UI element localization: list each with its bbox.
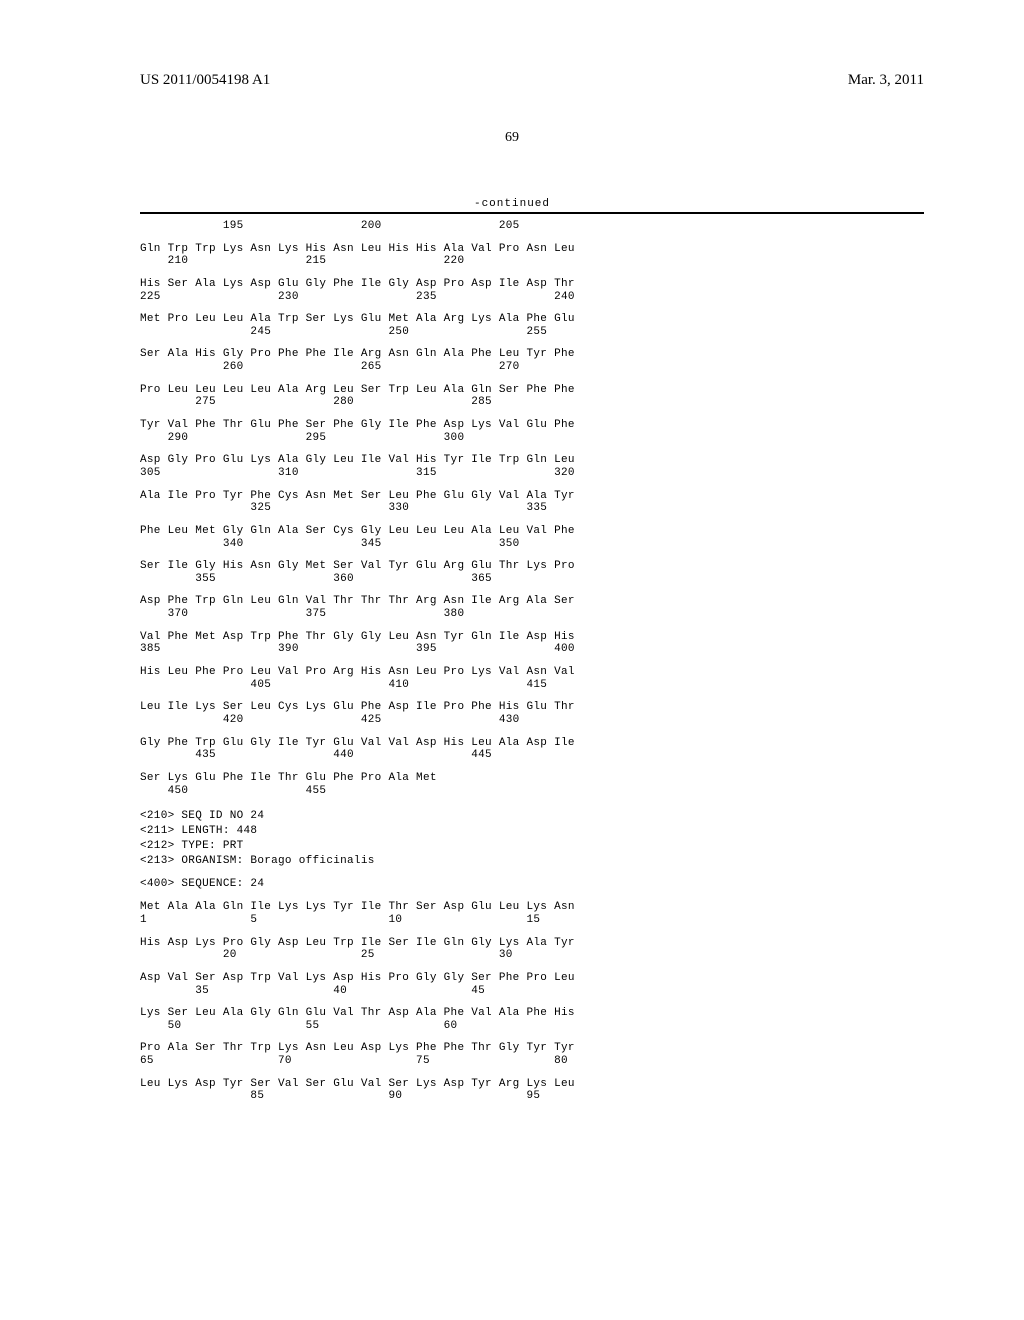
- amino-acid-line: Pro Leu Leu Leu Leu Ala Arg Leu Ser Trp …: [140, 384, 575, 397]
- position-number-line: 20 25 30: [140, 949, 575, 962]
- sequence-header-line: <400> SEQUENCE: 24: [140, 877, 575, 892]
- amino-acid-line: Ser Ala His Gly Pro Phe Phe Ile Arg Asn …: [140, 348, 575, 361]
- amino-acid-line: His Leu Phe Pro Leu Val Pro Arg His Asn …: [140, 666, 575, 679]
- position-number-line: 65 70 75 80: [140, 1055, 575, 1068]
- position-number-line: 85 90 95: [140, 1090, 575, 1103]
- sequence-metadata: <210> SEQ ID NO 24<211> LENGTH: 448<212>…: [140, 809, 575, 868]
- position-number-line: 370 375 380: [140, 608, 575, 621]
- amino-acid-line: Met Ala Ala Gln Ile Lys Lys Tyr Ile Thr …: [140, 901, 575, 914]
- amino-acid-line: Gln Trp Trp Lys Asn Lys His Asn Leu His …: [140, 243, 575, 256]
- metadata-line: <211> LENGTH: 448: [140, 824, 575, 839]
- amino-acid-line: Met Pro Leu Leu Ala Trp Ser Lys Glu Met …: [140, 313, 575, 326]
- position-number-line: 325 330 335: [140, 502, 575, 515]
- position-number-line: 275 280 285: [140, 396, 575, 409]
- position-number-line: 405 410 415: [140, 679, 575, 692]
- amino-acid-line: Tyr Val Phe Thr Glu Phe Ser Phe Gly Ile …: [140, 419, 575, 432]
- position-number-line: 35 40 45: [140, 985, 575, 998]
- page-number: 69: [0, 130, 1024, 146]
- position-number-line: 50 55 60: [140, 1020, 575, 1033]
- position-number-line: 290 295 300: [140, 432, 575, 445]
- position-number-line: 210 215 220: [140, 255, 575, 268]
- metadata-line: <213> ORGANISM: Borago officinalis: [140, 854, 575, 869]
- position-number-line: 225 230 235 240: [140, 291, 575, 304]
- position-number-line: 450 455: [140, 785, 575, 798]
- position-number-line: 195 200 205: [140, 220, 575, 233]
- sequence-listing: 195 200 205 Gln Trp Trp Lys Asn Lys His A…: [140, 220, 575, 1113]
- metadata-line: <212> TYPE: PRT: [140, 839, 575, 854]
- position-number-line: 385 390 395 400: [140, 643, 575, 656]
- metadata-line: <210> SEQ ID NO 24: [140, 809, 575, 824]
- amino-acid-line: His Ser Ala Lys Asp Glu Gly Phe Ile Gly …: [140, 278, 575, 291]
- amino-acid-line: Leu Ile Lys Ser Leu Cys Lys Glu Phe Asp …: [140, 701, 575, 714]
- amino-acid-line: Phe Leu Met Gly Gln Ala Ser Cys Gly Leu …: [140, 525, 575, 538]
- position-number-line: 435 440 445: [140, 749, 575, 762]
- position-number-line: 340 345 350: [140, 538, 575, 551]
- divider: [140, 212, 924, 214]
- amino-acid-line: Leu Lys Asp Tyr Ser Val Ser Glu Val Ser …: [140, 1078, 575, 1091]
- amino-acid-line: Asp Phe Trp Gln Leu Gln Val Thr Thr Thr …: [140, 595, 575, 608]
- publication-number: US 2011/0054198 A1: [140, 72, 270, 89]
- amino-acid-line: Gly Phe Trp Glu Gly Ile Tyr Glu Val Val …: [140, 737, 575, 750]
- position-number-line: 420 425 430: [140, 714, 575, 727]
- position-number-line: 1 5 10 15: [140, 914, 575, 927]
- position-number-line: 355 360 365: [140, 573, 575, 586]
- amino-acid-line: His Asp Lys Pro Gly Asp Leu Trp Ile Ser …: [140, 937, 575, 950]
- continued-label: -continued: [0, 198, 1024, 210]
- amino-acid-line: Asp Val Ser Asp Trp Val Lys Asp His Pro …: [140, 972, 575, 985]
- amino-acid-line: Val Phe Met Asp Trp Phe Thr Gly Gly Leu …: [140, 631, 575, 644]
- amino-acid-line: Lys Ser Leu Ala Gly Gln Glu Val Thr Asp …: [140, 1007, 575, 1020]
- position-number-line: 305 310 315 320: [140, 467, 575, 480]
- amino-acid-line: Ala Ile Pro Tyr Phe Cys Asn Met Ser Leu …: [140, 490, 575, 503]
- amino-acid-line: Pro Ala Ser Thr Trp Lys Asn Leu Asp Lys …: [140, 1042, 575, 1055]
- amino-acid-line: Ser Lys Glu Phe Ile Thr Glu Phe Pro Ala …: [140, 772, 575, 785]
- amino-acid-line: Ser Ile Gly His Asn Gly Met Ser Val Tyr …: [140, 560, 575, 573]
- position-number-line: 245 250 255: [140, 326, 575, 339]
- page-header: US 2011/0054198 A1 Mar. 3, 2011: [0, 72, 1024, 89]
- publication-date: Mar. 3, 2011: [848, 72, 924, 89]
- amino-acid-line: Asp Gly Pro Glu Lys Ala Gly Leu Ile Val …: [140, 454, 575, 467]
- position-number-line: 260 265 270: [140, 361, 575, 374]
